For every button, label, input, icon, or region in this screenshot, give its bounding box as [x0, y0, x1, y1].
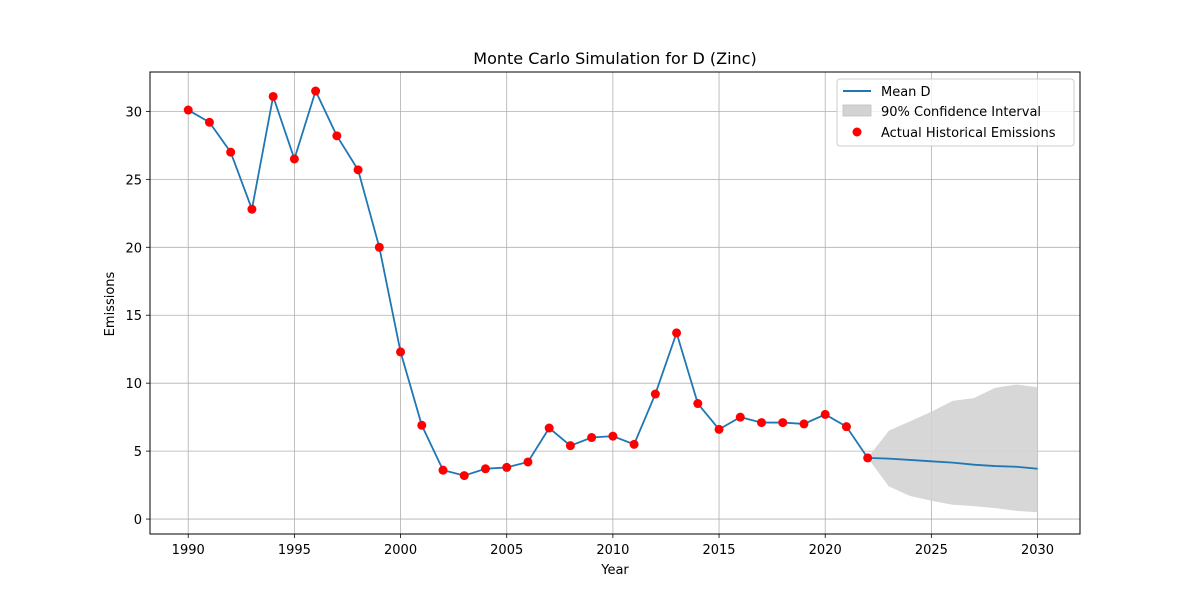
- actual-point: [353, 165, 363, 175]
- legend-mean-label: Mean D: [881, 85, 931, 100]
- actual-point: [289, 154, 299, 164]
- actual-point: [311, 86, 321, 96]
- actual-point: [523, 457, 533, 467]
- legend: Mean D 90% Confidence Interval Actual Hi…: [836, 78, 1075, 147]
- actual-point: [799, 419, 809, 429]
- actual-point: [672, 328, 682, 338]
- legend-actual-swatch: [852, 127, 862, 137]
- actual-point: [268, 91, 278, 101]
- actual-point: [332, 131, 342, 141]
- actual-point: [693, 399, 703, 409]
- actual-point: [608, 431, 618, 441]
- x-tick-label: 1990: [172, 543, 205, 558]
- actual-point: [735, 412, 745, 422]
- y-tick-label: 5: [134, 445, 142, 460]
- actual-point: [502, 462, 512, 472]
- legend-band-label: 90% Confidence Interval: [881, 105, 1041, 120]
- actual-point: [650, 389, 660, 399]
- legend-box: [836, 78, 1075, 147]
- x-tick-label: 2005: [490, 543, 523, 558]
- actual-point: [417, 420, 427, 430]
- actual-point: [629, 439, 639, 449]
- y-tick-label: 0: [134, 513, 142, 528]
- y-ticks: 0 5 10 15 20 25 30: [125, 105, 150, 528]
- actual-point: [841, 422, 851, 432]
- x-tick-label: 2000: [384, 543, 417, 558]
- x-axis-label: Year: [600, 563, 629, 578]
- confidence-band: [867, 384, 1038, 513]
- y-tick-label: 10: [125, 377, 142, 392]
- x-tick-label: 2030: [1021, 543, 1054, 558]
- legend-band-swatch: [842, 104, 872, 117]
- x-tick-label: 1995: [278, 543, 311, 558]
- x-tick-label: 2020: [809, 543, 842, 558]
- y-tick-label: 30: [125, 105, 142, 120]
- y-tick-label: 20: [125, 241, 142, 256]
- actual-point: [247, 204, 257, 214]
- chart-title: Monte Carlo Simulation for D (Zinc): [473, 49, 756, 68]
- actual-point: [374, 242, 384, 252]
- actual-point: [544, 423, 554, 433]
- grid: [150, 72, 1080, 534]
- actual-point: [459, 471, 469, 481]
- x-tick-label: 2015: [702, 543, 735, 558]
- y-tick-label: 15: [125, 309, 142, 324]
- actual-point: [565, 441, 575, 451]
- x-tick-label: 2025: [915, 543, 948, 558]
- actual-point: [863, 453, 873, 463]
- actual-point: [226, 147, 236, 157]
- actual-point: [396, 347, 406, 357]
- actual-point: [480, 464, 490, 474]
- plot-frame: [149, 71, 1081, 535]
- actual-point: [438, 465, 448, 475]
- actual-points: [183, 86, 873, 481]
- actual-point: [587, 433, 597, 443]
- y-tick-label: 25: [125, 173, 142, 188]
- legend-actual-label: Actual Historical Emissions: [881, 126, 1056, 141]
- y-axis-label: Emissions: [103, 271, 118, 336]
- x-tick-label: 2010: [596, 543, 629, 558]
- actual-point: [183, 105, 193, 115]
- actual-point: [820, 409, 830, 419]
- x-ticks: 1990 1995 2000 2005 2010 2015 2020 2025 2030: [172, 534, 1054, 558]
- actual-point: [714, 424, 724, 434]
- actual-point: [204, 117, 214, 127]
- actual-point: [757, 418, 767, 428]
- actual-point: [778, 418, 788, 428]
